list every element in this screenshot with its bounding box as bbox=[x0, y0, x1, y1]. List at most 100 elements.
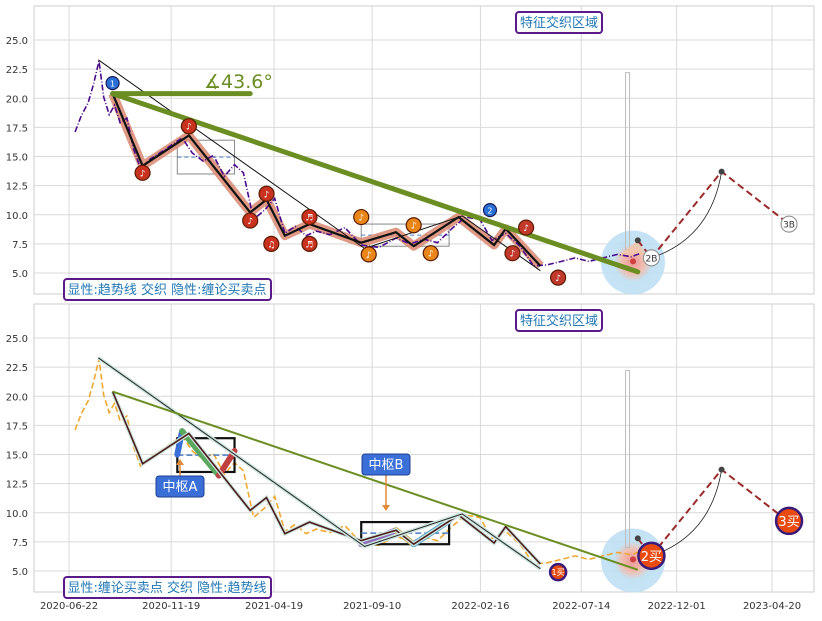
trendline bbox=[112, 390, 639, 571]
signal-marker-dot bbox=[263, 235, 280, 252]
signal-marker-dot bbox=[550, 269, 567, 286]
signal-marker: ♪ bbox=[550, 269, 567, 286]
signal-marker-dot bbox=[105, 76, 120, 91]
future-marker-dot bbox=[780, 215, 798, 233]
x-tick-label: 2022-07-14 bbox=[552, 601, 610, 612]
y-tick-label-bottom: 20.0 bbox=[6, 392, 28, 403]
bottom-annotation-text: 特征交织区域 bbox=[520, 313, 598, 329]
y-tick-label-top: 7.5 bbox=[12, 240, 28, 251]
signal-marker-label: ♪ bbox=[140, 169, 146, 179]
signal-marker-dot bbox=[258, 185, 275, 202]
signal-marker: ♪ bbox=[180, 118, 197, 135]
y-tick-label-bottom: 25.0 bbox=[6, 334, 28, 345]
angle-label: ∡43.6° bbox=[204, 71, 273, 93]
signal-marker: ♬ bbox=[301, 208, 318, 226]
signal-marker-label: ♪ bbox=[510, 250, 516, 260]
top-annotation-box: 特征交织区域 bbox=[515, 11, 603, 34]
y-tick-label-top: 25.0 bbox=[6, 36, 28, 47]
zhongshu-a-text: 中枢A bbox=[163, 480, 198, 495]
signal-marker-label: ♫ bbox=[267, 240, 275, 250]
y-tick-label-top: 12.5 bbox=[6, 182, 28, 193]
y-tick-label-bottom: 15.0 bbox=[6, 451, 28, 462]
signal-marker: ♪ bbox=[405, 217, 422, 234]
signal-marker-label: ♪ bbox=[186, 123, 192, 133]
signal-marker: ♪ bbox=[353, 208, 370, 226]
x-tick-label: 2021-04-19 bbox=[245, 601, 303, 612]
signal-marker-label: ♪ bbox=[358, 214, 364, 224]
signal-marker-dot bbox=[504, 245, 521, 262]
signal-marker-label: ♪ bbox=[523, 224, 529, 234]
buy-point-label: 3买 bbox=[778, 515, 799, 530]
y-tick-label-top: 17.5 bbox=[6, 123, 28, 134]
bottom-legend-box: 显性:缠论买卖点 交织 隐性:趋势线 bbox=[63, 576, 272, 599]
signal-marker-dot bbox=[134, 164, 151, 181]
signal-marker-label: ♪ bbox=[366, 251, 372, 261]
buy-point-label: 1买 bbox=[552, 568, 565, 577]
wedge bbox=[617, 240, 645, 257]
x-tick-label: 2020-11-19 bbox=[142, 601, 200, 612]
future-marker-label: 2B bbox=[645, 254, 657, 264]
projection-start bbox=[634, 237, 641, 244]
bottom-annotation-box: 特征交织区域 bbox=[515, 309, 603, 332]
future-marker-dot bbox=[642, 249, 660, 267]
projection-peak bbox=[718, 168, 725, 175]
projection-start bbox=[634, 535, 641, 542]
signal-marker-dot bbox=[482, 202, 498, 218]
signal-marker-label: ♬ bbox=[305, 214, 313, 224]
signal-marker: ♬ bbox=[301, 235, 318, 252]
signal-marker: ♫ bbox=[263, 235, 280, 252]
zhongshu-stroke bbox=[179, 428, 222, 479]
signal-marker: ♪ bbox=[422, 245, 439, 262]
buy-point-dot bbox=[548, 562, 568, 582]
signal-marker-dot bbox=[360, 246, 377, 263]
buy-point-label: 2买 bbox=[641, 550, 662, 565]
y-tick-label-top: 22.5 bbox=[6, 65, 28, 76]
bottom-plot-area bbox=[33, 303, 815, 593]
buy-point-marker: 3买 bbox=[774, 506, 804, 536]
y-tick-label-bottom: 7.5 bbox=[12, 538, 28, 549]
top-legend-box: 显性:趋势线 交织 隐性:缠论买卖点 bbox=[63, 278, 272, 301]
zhongshu-b-label: 中枢B bbox=[361, 453, 411, 476]
zhongshu-a-arrowhead bbox=[176, 459, 184, 465]
bi-stroke-line bbox=[111, 391, 541, 565]
top-annotation-text: 特征交织区域 bbox=[520, 15, 598, 31]
top-legend-text: 显性:趋势线 交织 隐性:缠论买卖点 bbox=[67, 282, 266, 298]
highlight-center bbox=[630, 556, 637, 563]
x-tick-label: 2020-06-22 bbox=[40, 601, 98, 612]
y-tick-label-bottom: 5.0 bbox=[12, 567, 28, 578]
signal-marker-dot bbox=[301, 235, 318, 252]
x-tick-label: 2021-09-10 bbox=[343, 601, 401, 612]
signal-marker-label: ♪ bbox=[428, 250, 434, 260]
zhongshu-b-arrowhead bbox=[382, 505, 390, 511]
signal-marker-label: ♪ bbox=[555, 274, 561, 284]
bottom-legend-text: 显性:缠论买卖点 交织 隐性:趋势线 bbox=[67, 580, 266, 596]
signal-marker-dot bbox=[301, 208, 318, 226]
projection-arc bbox=[651, 171, 722, 259]
x-tick-label: 2022-12-01 bbox=[648, 601, 706, 612]
y-tick-label-bottom: 10.0 bbox=[6, 509, 28, 520]
signal-marker-label: 2 bbox=[487, 207, 492, 216]
signal-marker-dot bbox=[517, 219, 535, 236]
buy-point-dot bbox=[774, 506, 804, 536]
signal-marker: ♪ bbox=[360, 246, 377, 263]
price-line bbox=[74, 60, 642, 267]
signal-marker: ♪ bbox=[242, 212, 259, 229]
y-tick-label-top: 5.0 bbox=[12, 269, 28, 280]
signal-marker-label: 1 bbox=[110, 80, 115, 89]
future-marker-label: 3B bbox=[783, 221, 795, 231]
signal-marker-dot bbox=[180, 118, 197, 135]
zhongshu-a-label: 中枢A bbox=[155, 475, 205, 498]
buy-point-marker: 2买 bbox=[637, 541, 666, 571]
signal-marker-dot bbox=[242, 212, 259, 229]
signal-marker-label: ♪ bbox=[411, 222, 417, 232]
projection-peak bbox=[718, 466, 725, 473]
segment-line bbox=[98, 357, 541, 570]
signal-marker-dot bbox=[353, 208, 370, 226]
signal-marker: 2 bbox=[482, 202, 498, 218]
signal-marker: ♪ bbox=[258, 185, 275, 202]
zhongshu-b-text: 中枢B bbox=[369, 458, 404, 473]
y-tick-label-bottom: 12.5 bbox=[6, 480, 28, 491]
spike-marker bbox=[625, 370, 631, 549]
buy-point-marker: 1买 bbox=[548, 562, 568, 582]
